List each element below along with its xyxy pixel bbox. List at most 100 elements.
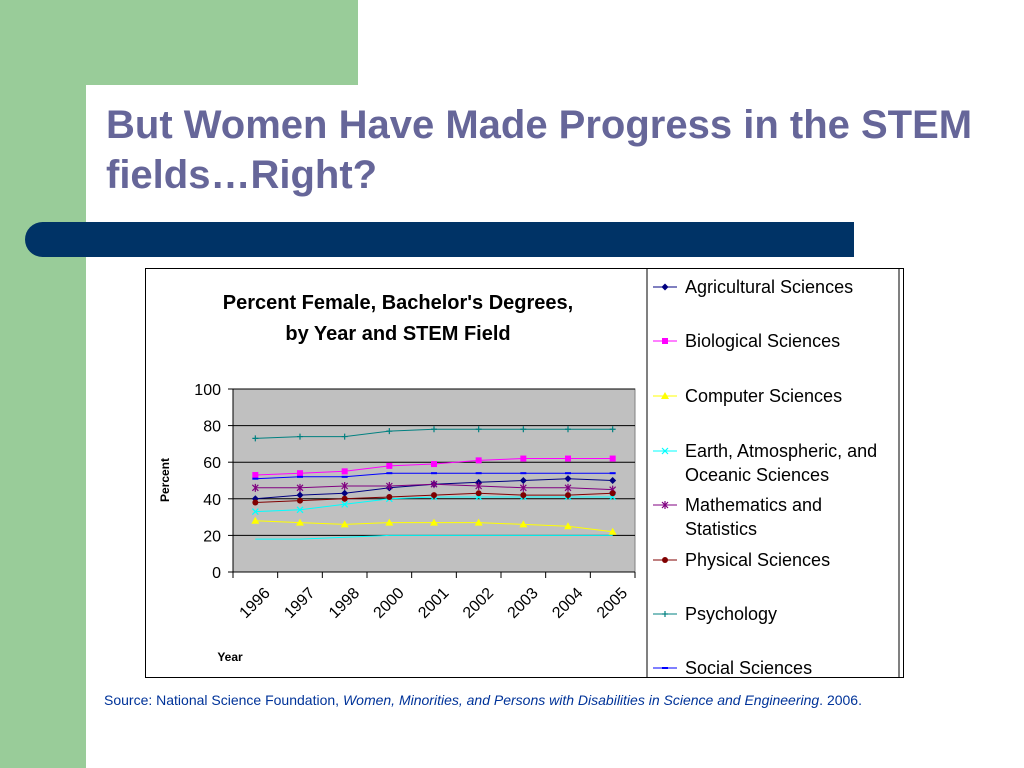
source-work-title: Women, Minorities, and Persons with Disa… [342, 692, 820, 708]
marker-triangle [340, 520, 349, 528]
legend-item: Physical Sciences [653, 550, 830, 570]
marker-circle [386, 493, 393, 500]
marker-square [431, 461, 437, 468]
marker-diamond [519, 477, 527, 484]
marker-triangle [296, 518, 304, 526]
marker-square [475, 457, 482, 464]
marker-star [341, 481, 349, 490]
marker-dash [252, 477, 259, 480]
series-8 [252, 472, 616, 480]
marker-plus [252, 435, 259, 442]
marker-dash [520, 472, 527, 475]
marker-x [251, 508, 259, 516]
marker-diamond [341, 489, 349, 497]
legend-label: Physical Sciences [685, 550, 830, 570]
slide-title: But Women Have Made Progress in the STEM… [106, 103, 973, 197]
series-6 [252, 490, 616, 506]
stem-line-chart: Percent Female, Bachelor's Degrees, by Y… [145, 268, 904, 678]
marker-circle [662, 557, 668, 563]
marker-diamond [609, 477, 617, 484]
y-tick-label: 40 [203, 492, 221, 509]
legend-label: Psychology [685, 604, 777, 624]
legend: Agricultural Sciences Biological Sciences… [653, 277, 877, 678]
legend-item: Mathematics and Statistics [653, 495, 822, 539]
marker-dash [565, 472, 571, 475]
navy-divider-bar [25, 222, 854, 257]
y-tick-label: 80 [203, 419, 221, 436]
legend-label: Oceanic Sciences [685, 465, 829, 485]
source-citation: Source: National Science Foundation, Wom… [104, 690, 1004, 710]
marker-dash [297, 475, 303, 478]
marker-circle [565, 492, 571, 499]
y-tick-label: 0 [212, 565, 221, 582]
marker-star [661, 501, 669, 509]
series-7 [252, 426, 616, 442]
marker-triangle [385, 518, 394, 526]
marker-plus [341, 433, 348, 440]
marker-dash [609, 472, 616, 475]
marker-circle [252, 499, 259, 506]
marker-plus [475, 426, 482, 433]
marker-dash [341, 475, 348, 478]
marker-square [297, 470, 303, 477]
marker-plus [609, 426, 616, 433]
marker-star [564, 483, 572, 492]
y-axis-title: Percent [158, 458, 172, 502]
marker-triangle [608, 527, 617, 535]
marker-plus [565, 426, 571, 433]
marker-diamond [661, 283, 669, 291]
source-prefix: Source: National Science Foundation, [104, 692, 343, 708]
marker-star [430, 480, 438, 489]
marker-plus [431, 426, 437, 433]
marker-star [519, 483, 527, 492]
legend-item: Computer Sciences [653, 386, 842, 406]
marker-circle [341, 495, 348, 502]
marker-square [252, 472, 259, 479]
series-line [255, 534, 613, 540]
marker-dash [475, 472, 482, 475]
marker-triangle [519, 520, 528, 528]
marker-plus [386, 428, 393, 435]
marker-triangle [251, 516, 260, 524]
marker-square [520, 455, 527, 462]
marker-square [662, 338, 668, 344]
source-suffix: . 2006. [819, 692, 862, 708]
legend-label: Biological Sciences [685, 331, 840, 351]
marker-triangle [564, 522, 572, 530]
marker-circle [520, 492, 527, 499]
marker-star [385, 481, 393, 490]
marker-circle [609, 490, 616, 497]
marker-plus [662, 611, 668, 617]
marker-x [661, 447, 669, 455]
marker-square [341, 468, 348, 475]
marker-circle [431, 492, 437, 499]
marker-dash [386, 472, 393, 475]
y-tick-label: 100 [194, 382, 221, 399]
marker-diamond [296, 491, 304, 499]
x-axis-title: Year [217, 650, 243, 664]
series-9 [255, 534, 613, 540]
marker-square [386, 462, 393, 469]
series-3 [251, 516, 617, 535]
marker-square [609, 455, 616, 462]
legend-label: Social Sciences [685, 658, 812, 678]
marker-star [475, 481, 483, 490]
marker-x [341, 500, 349, 508]
legend-label: Computer Sciences [685, 386, 842, 406]
marker-square [565, 455, 571, 462]
legend-label: Agricultural Sciences [685, 277, 853, 297]
chart-title-line-1: Percent Female, Bachelor's Degrees, [223, 292, 573, 314]
marker-circle [475, 490, 482, 497]
legend-item: Biological Sciences [653, 331, 840, 351]
marker-diamond [564, 475, 572, 483]
series-2 [252, 455, 616, 479]
marker-plus [520, 426, 527, 433]
legend-item: Psychology [653, 604, 777, 624]
series-layer [251, 426, 617, 540]
legend-label: Earth, Atmospheric, and [685, 441, 877, 461]
legend-item: Earth, Atmospheric, and Oceanic Sciences [653, 441, 877, 485]
marker-star [296, 483, 304, 492]
green-top-band [86, 0, 358, 85]
marker-x [296, 506, 304, 514]
marker-star [251, 483, 259, 492]
